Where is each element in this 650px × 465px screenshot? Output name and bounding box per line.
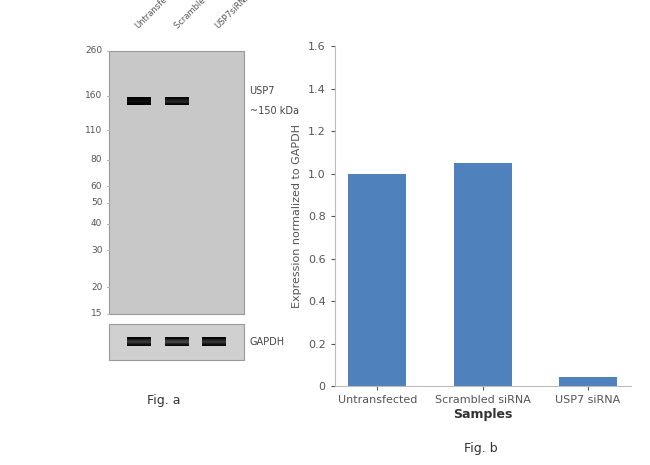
Bar	[164, 101, 189, 102]
Bar	[164, 342, 189, 344]
Bar	[127, 102, 151, 103]
Bar	[127, 104, 151, 105]
Bar	[127, 99, 151, 100]
Text: ~150 kDa: ~150 kDa	[250, 106, 298, 116]
Polygon shape	[109, 324, 244, 360]
Bar	[164, 99, 189, 100]
Bar	[127, 344, 151, 345]
Bar	[127, 97, 151, 99]
Bar	[127, 103, 151, 104]
Polygon shape	[109, 51, 244, 314]
Bar	[164, 344, 189, 345]
Bar	[127, 339, 151, 340]
Bar	[164, 338, 189, 339]
Text: Scrambled siRNA: Scrambled siRNA	[173, 0, 231, 31]
Text: 60: 60	[91, 182, 102, 191]
Bar	[202, 338, 226, 339]
Text: 110: 110	[85, 126, 102, 135]
Text: Fig. b: Fig. b	[464, 442, 498, 455]
Bar	[127, 100, 151, 101]
Bar	[454, 163, 512, 386]
Text: 160: 160	[85, 91, 102, 100]
Bar	[164, 103, 189, 104]
Bar	[127, 341, 151, 342]
Bar	[127, 98, 151, 99]
Bar	[559, 378, 617, 386]
Bar	[164, 104, 189, 105]
Bar	[164, 98, 189, 99]
Bar	[202, 340, 226, 341]
Bar	[164, 339, 189, 340]
Text: 50: 50	[91, 199, 102, 207]
Bar	[202, 341, 226, 342]
Text: 260: 260	[85, 46, 102, 55]
Bar	[348, 174, 406, 386]
Bar	[202, 338, 226, 339]
Bar	[164, 343, 189, 344]
Text: 40: 40	[91, 219, 102, 228]
Bar	[164, 100, 189, 101]
Text: USP7: USP7	[250, 86, 275, 96]
Text: Fig. a: Fig. a	[147, 394, 181, 407]
Bar	[164, 340, 189, 341]
Bar	[127, 338, 151, 339]
Text: 20: 20	[91, 283, 102, 292]
Bar	[202, 342, 226, 344]
X-axis label: Samples: Samples	[453, 408, 512, 421]
Bar	[127, 345, 151, 346]
Text: 30: 30	[91, 246, 102, 254]
Bar	[127, 343, 151, 344]
Y-axis label: Expression normalized to GAPDH: Expression normalized to GAPDH	[292, 124, 302, 308]
Text: USP7siRNA: USP7siRNA	[213, 0, 253, 31]
Text: 80: 80	[91, 155, 102, 164]
Bar	[164, 102, 189, 104]
Bar	[164, 102, 189, 103]
Bar	[202, 341, 226, 343]
Bar	[164, 341, 189, 343]
Bar	[202, 343, 226, 344]
Text: GAPDH: GAPDH	[250, 337, 285, 347]
Text: Untransfected: Untransfected	[133, 0, 182, 31]
Bar	[164, 345, 189, 346]
Bar	[127, 102, 151, 104]
Text: 15: 15	[91, 309, 102, 319]
Bar	[164, 97, 189, 99]
Bar	[127, 341, 151, 343]
Bar	[127, 101, 151, 102]
Bar	[202, 339, 226, 340]
Bar	[164, 341, 189, 342]
Bar	[202, 344, 226, 345]
Bar	[164, 338, 189, 339]
Bar	[127, 342, 151, 344]
Bar	[202, 345, 226, 346]
Bar	[127, 338, 151, 339]
Bar	[127, 340, 151, 341]
